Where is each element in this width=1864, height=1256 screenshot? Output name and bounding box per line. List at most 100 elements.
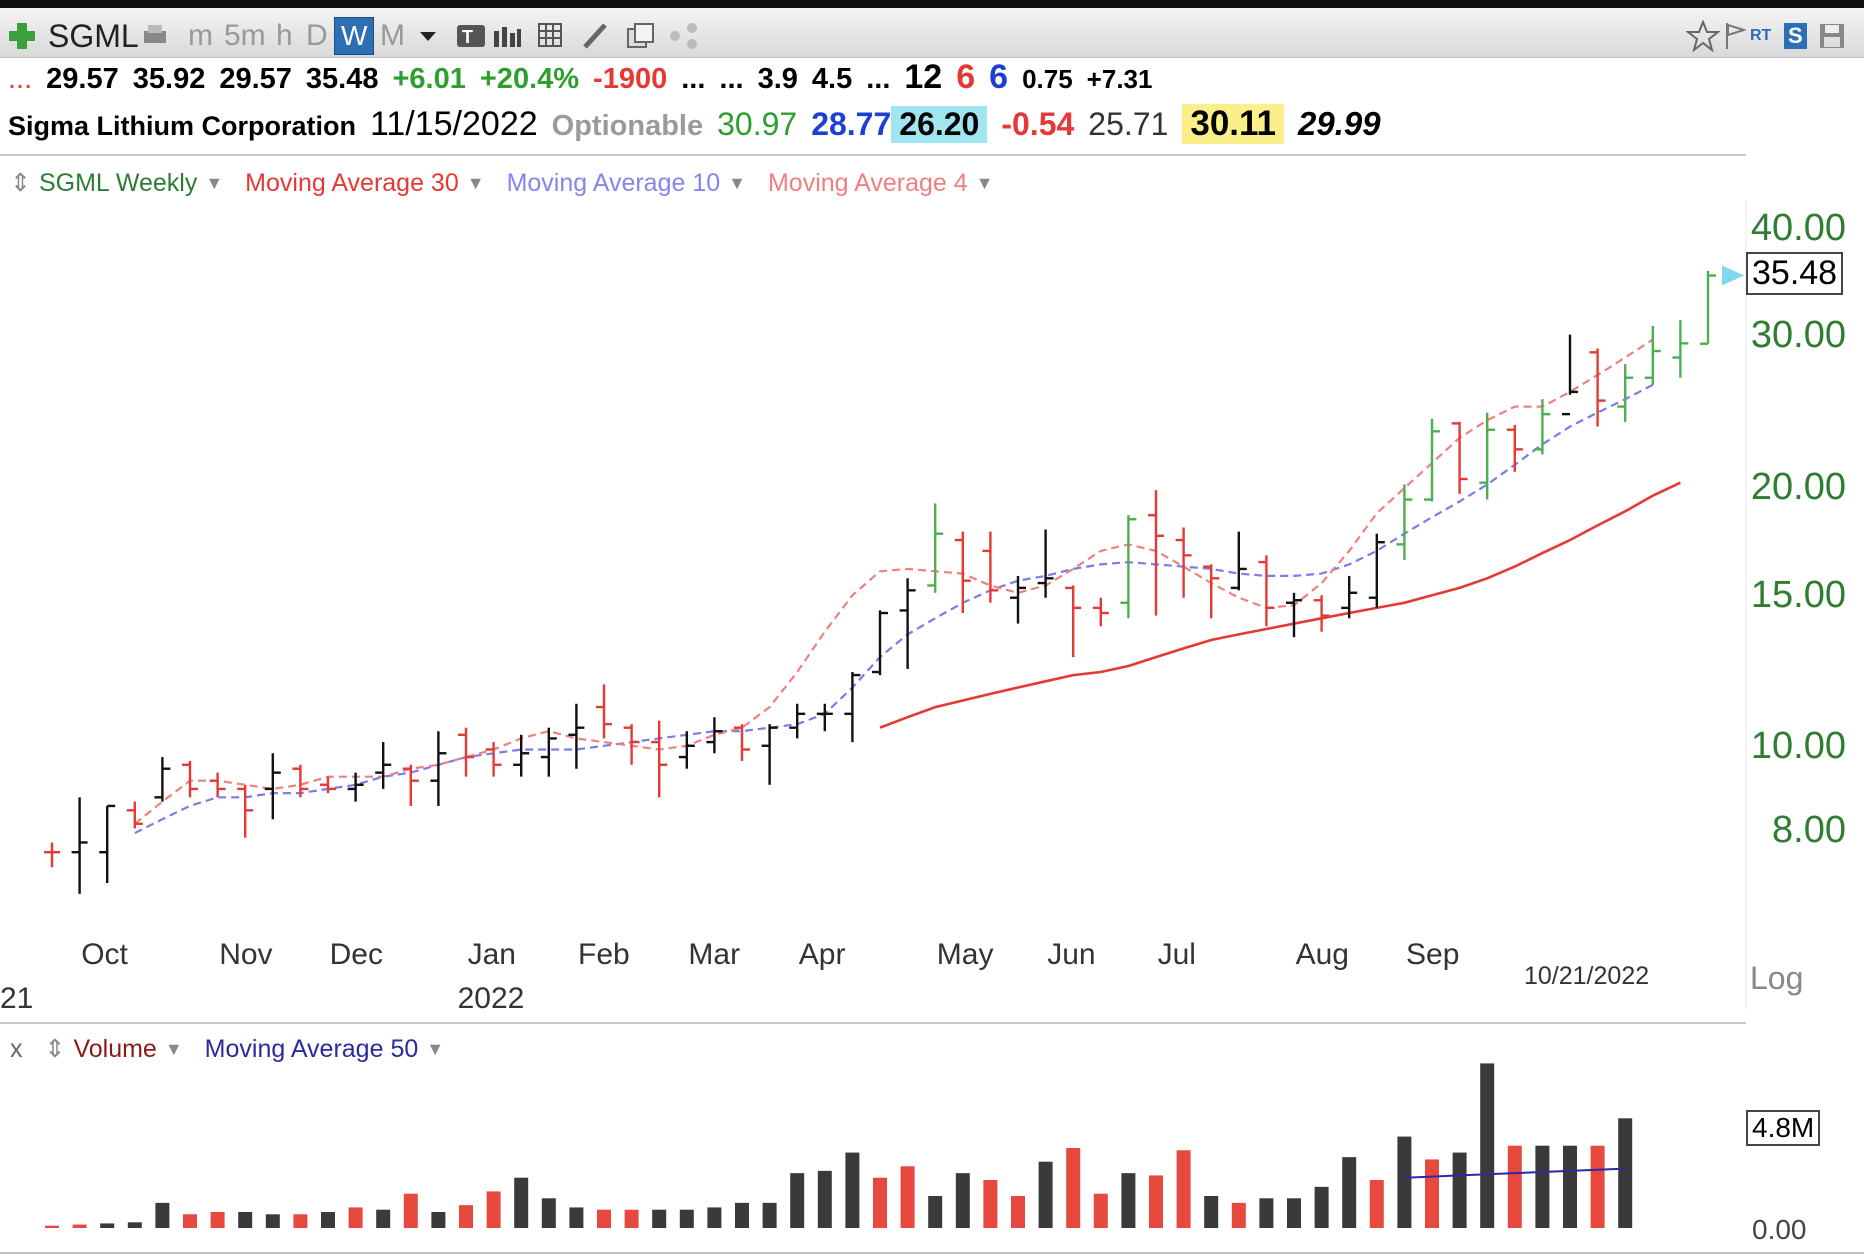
drag-handle-icon[interactable]: ⇕	[44, 1035, 66, 1063]
volume-bar	[1287, 1198, 1301, 1228]
legend-volume[interactable]: Volume	[73, 1034, 157, 1063]
drag-handle-icon[interactable]: ⇕	[10, 169, 31, 197]
quote-ellipsis: ...	[8, 63, 33, 95]
save-icon[interactable]	[1818, 16, 1846, 56]
dropdown-icon[interactable]	[418, 16, 438, 56]
y-tick-label: 30.00	[1750, 314, 1846, 357]
chevron-down-icon[interactable]: ▼	[728, 172, 746, 193]
bars-icon[interactable]	[492, 16, 522, 56]
info-value-2: 28.77	[811, 106, 892, 142]
legend-ma50[interactable]: Moving Average 50	[204, 1034, 419, 1063]
volume-bar	[1038, 1161, 1053, 1228]
x-month-label: May	[936, 938, 994, 971]
volume-bar	[707, 1207, 722, 1228]
quote-date: 11/15/2022	[370, 105, 538, 143]
interval-w[interactable]: W	[334, 16, 375, 56]
volume-bar	[1369, 1180, 1384, 1228]
x-month-label: Nov	[219, 938, 273, 971]
volume-bar	[679, 1209, 694, 1228]
rank-1: 12	[904, 58, 943, 96]
x-month-label: Dec	[329, 938, 383, 971]
log-scale-toggle[interactable]: Log	[1750, 960, 1804, 996]
s-icon[interactable]: S	[1784, 16, 1807, 56]
pencil-icon[interactable]	[580, 16, 610, 56]
x-month-label: Jul	[1157, 938, 1196, 971]
volume-bar	[348, 1207, 363, 1228]
volume-bar	[1535, 1145, 1550, 1228]
rt-icon[interactable]: RT	[1750, 27, 1772, 44]
interval-month[interactable]: M	[380, 19, 405, 52]
text-icon[interactable]: T	[456, 16, 486, 56]
interval-w-label: W	[334, 17, 375, 55]
volume-bar	[1204, 1196, 1219, 1228]
volume-bar	[1259, 1198, 1274, 1228]
x-year-label: 2022	[457, 982, 525, 1015]
y-tick-label: 8.00	[1772, 809, 1846, 851]
info-value-4: -0.54	[1001, 106, 1075, 142]
volume-bar	[1618, 1118, 1633, 1228]
last-price-box: 35.48	[1746, 251, 1844, 295]
legend-ma4[interactable]: Moving Average 4	[767, 168, 968, 197]
legend-ma30[interactable]: Moving Average 30	[245, 168, 459, 197]
close-icon[interactable]: x	[10, 1034, 23, 1063]
chevron-down-icon[interactable]: ▼	[205, 172, 224, 193]
bottom-border	[0, 1252, 1864, 1254]
x-month-label: Jun	[1047, 938, 1096, 971]
volume-bar	[1425, 1159, 1439, 1228]
volume-bar	[735, 1202, 749, 1228]
svg-text:T: T	[462, 27, 473, 47]
info-value-1: 30.97	[717, 106, 798, 142]
volume-bar	[597, 1209, 611, 1228]
chevron-down-icon[interactable]: ▼	[466, 172, 485, 193]
top-toolbar: SGML m 5m h D W M T RT S	[0, 0, 1864, 58]
volume-bar	[459, 1205, 473, 1228]
legend-ma10[interactable]: Moving Average 10	[506, 168, 721, 197]
add-icon[interactable]	[6, 16, 38, 56]
x-month-label: Mar	[688, 938, 741, 971]
volume-bar	[845, 1152, 860, 1228]
volume-bar	[955, 1173, 970, 1228]
interval-5m[interactable]: 5m	[224, 19, 266, 52]
print-icon[interactable]	[140, 16, 170, 56]
close-price: 35.48	[305, 63, 379, 95]
quote-value-4: 4.5	[811, 63, 853, 95]
chevron-down-icon[interactable]: ▼	[975, 172, 994, 193]
volume-bar	[210, 1212, 225, 1228]
volume-bar	[790, 1173, 805, 1228]
info-row: Sigma Lithium Corporation 11/15/2022 Opt…	[0, 104, 1395, 150]
volume-bar	[1590, 1145, 1605, 1228]
interval-d[interactable]: D	[306, 19, 328, 52]
copy-icon[interactable]	[624, 16, 656, 56]
volume-bar	[1314, 1186, 1329, 1228]
volume-bar	[486, 1191, 501, 1228]
grid-icon[interactable]	[536, 16, 566, 56]
rank-2: 6	[956, 58, 976, 96]
volume-bar	[983, 1180, 998, 1228]
chevron-down-icon[interactable]: ▼	[426, 1038, 445, 1059]
volume-bar	[569, 1207, 584, 1228]
x-month-label: Jan	[467, 938, 516, 971]
quote-value-5: 0.75	[1022, 64, 1073, 94]
quote-value-1: -1900	[593, 63, 668, 95]
volume-bar	[100, 1223, 115, 1228]
symbol-field[interactable]: SGML	[48, 17, 139, 54]
volume-bar	[1121, 1173, 1136, 1228]
low-price: 29.57	[219, 63, 292, 95]
interval-m[interactable]: m	[188, 19, 213, 52]
legend-series[interactable]: SGML Weekly	[38, 168, 198, 197]
volume-divider	[0, 1022, 1746, 1024]
star-icon[interactable]	[1686, 16, 1720, 56]
info-value-5: 25.71	[1088, 106, 1169, 142]
volume-bar	[1176, 1150, 1191, 1228]
s-label: S	[1784, 23, 1807, 49]
ma-line-3	[134, 338, 1654, 825]
share-icon[interactable]	[668, 16, 700, 56]
price-change-pct: +20.4%	[479, 63, 580, 95]
quote-dots-2: ...	[719, 63, 744, 95]
chevron-down-icon[interactable]: ▼	[164, 1038, 183, 1059]
interval-h[interactable]: h	[276, 19, 293, 52]
volume-zero-label: 0.00	[1752, 1214, 1807, 1245]
price-change: +6.01	[392, 63, 466, 95]
flag-icon[interactable]	[1724, 16, 1746, 56]
